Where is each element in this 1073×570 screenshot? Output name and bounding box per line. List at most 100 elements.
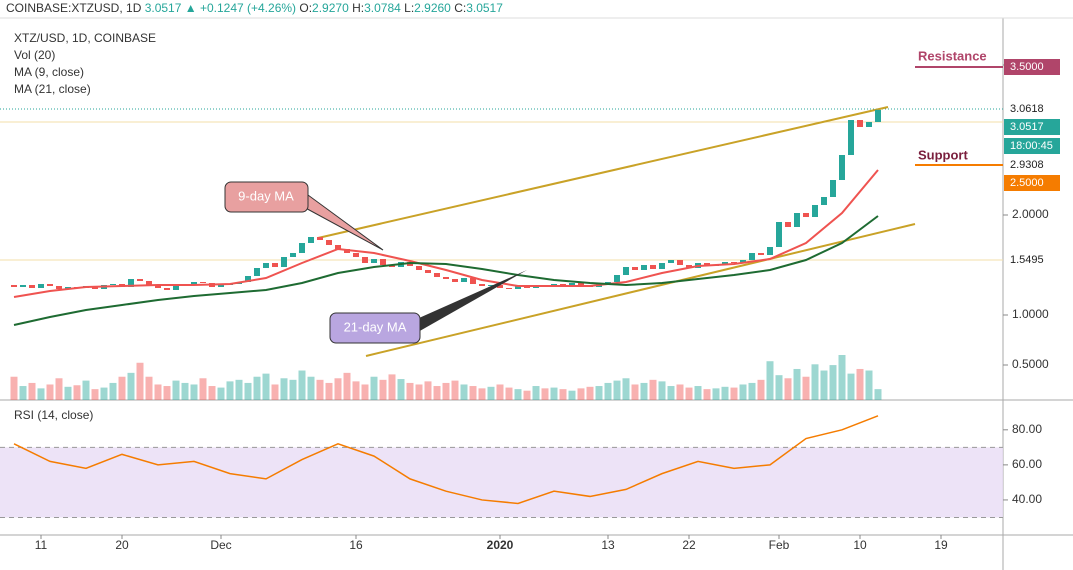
- volume-bar: [280, 378, 288, 400]
- ohlc-label: H:: [352, 1, 364, 15]
- moving-average: [13, 215, 879, 326]
- candle: [623, 267, 629, 275]
- volume-bar: [271, 384, 279, 400]
- candle: [632, 267, 638, 270]
- candle: [245, 276, 251, 282]
- candle: [263, 263, 269, 268]
- volume-bar: [361, 384, 369, 400]
- volume-bar: [532, 386, 540, 400]
- candle: [659, 263, 665, 269]
- volume-bar: [721, 386, 729, 400]
- volume-bar: [694, 386, 702, 400]
- x-tick-label: 20: [115, 538, 129, 552]
- price-tag: [1004, 101, 1060, 117]
- candle: [128, 279, 134, 287]
- volume-bar: [712, 388, 720, 400]
- candle: [731, 262, 737, 263]
- last-price: 3.0517: [145, 1, 182, 15]
- volume-bar: [433, 386, 441, 400]
- volume-bar: [334, 378, 342, 400]
- volume-bar: [424, 381, 432, 400]
- volume-bar: [748, 382, 756, 400]
- x-tick-label: 19: [934, 538, 948, 552]
- candle: [614, 275, 620, 282]
- volume-bar: [325, 382, 333, 400]
- volume-bar: [91, 389, 99, 400]
- change: ▲ +0.1247 (+4.26%): [185, 1, 296, 15]
- candle: [812, 205, 818, 217]
- candle: [866, 122, 872, 127]
- candle: [794, 213, 800, 227]
- volume-bar: [838, 355, 846, 400]
- volume-bar: [550, 387, 558, 400]
- candle: [218, 285, 224, 287]
- volume-bar: [100, 387, 108, 400]
- volume-bar: [568, 390, 576, 400]
- candle: [317, 237, 323, 240]
- volume-bar: [595, 386, 603, 400]
- volume-bar: [37, 388, 45, 400]
- volume-bar: [793, 368, 801, 400]
- indicator-label: MA (9, close): [14, 65, 84, 79]
- candle: [452, 279, 458, 282]
- x-tick-label: 16: [349, 538, 363, 552]
- candle: [308, 237, 314, 243]
- rsi-line: [13, 415, 879, 505]
- candle: [821, 197, 827, 205]
- candle: [254, 268, 260, 276]
- volume-bar: [865, 370, 873, 400]
- candle: [497, 285, 503, 288]
- candle: [488, 285, 494, 286]
- volume-bar: [316, 379, 324, 400]
- volume-bar: [811, 364, 819, 400]
- candle: [164, 288, 170, 290]
- candle: [470, 278, 476, 284]
- y-tick-label: 0.5000: [1012, 357, 1049, 371]
- volume-bar: [775, 375, 783, 400]
- rsi-title: RSI (14, close): [14, 408, 93, 422]
- candle: [461, 278, 467, 282]
- volume-bar: [505, 387, 513, 400]
- x-tick-label: Feb: [769, 538, 790, 552]
- volume-bar: [10, 376, 18, 400]
- volume-bar: [847, 373, 855, 400]
- trend-line: [317, 106, 889, 239]
- volume-bar: [577, 388, 585, 400]
- price-tag-label: 3.0618: [1010, 103, 1044, 115]
- ohlc-label: C:: [454, 1, 466, 15]
- volume-bar: [802, 376, 810, 400]
- volume-bar: [487, 386, 495, 400]
- volume-bar: [73, 385, 81, 400]
- candle: [875, 109, 881, 122]
- candle: [146, 281, 152, 285]
- volume-bar: [820, 370, 828, 400]
- x-tick-label: Dec: [210, 538, 231, 552]
- ohlc-label: O:: [299, 1, 312, 15]
- candle: [38, 284, 44, 288]
- candle: [380, 259, 386, 265]
- volume-bar: [262, 373, 270, 400]
- volume-bar: [19, 386, 27, 400]
- volume-bar: [154, 384, 162, 400]
- indicator-label: Vol (20): [14, 48, 55, 62]
- candle: [200, 282, 206, 283]
- volume-bar: [208, 386, 216, 400]
- candle: [650, 265, 656, 269]
- candle: [479, 284, 485, 286]
- y-tick-label: 1.0000: [1012, 307, 1049, 321]
- volume-bar: [181, 382, 189, 400]
- x-tick-label: 11: [35, 538, 48, 552]
- volume-bar: [613, 380, 621, 400]
- candle: [155, 285, 161, 288]
- candle: [173, 286, 179, 290]
- candle: [272, 263, 278, 267]
- volume-bar: [235, 379, 243, 400]
- y-tick-label: 2.0000: [1012, 207, 1049, 221]
- candle: [47, 284, 53, 286]
- x-tick-label: 13: [601, 538, 615, 552]
- volume-bar: [631, 384, 639, 400]
- callout-text: 21-day MA: [344, 319, 407, 334]
- callout-box: [329, 312, 421, 344]
- candle: [425, 270, 431, 273]
- volume-bar: [757, 379, 765, 400]
